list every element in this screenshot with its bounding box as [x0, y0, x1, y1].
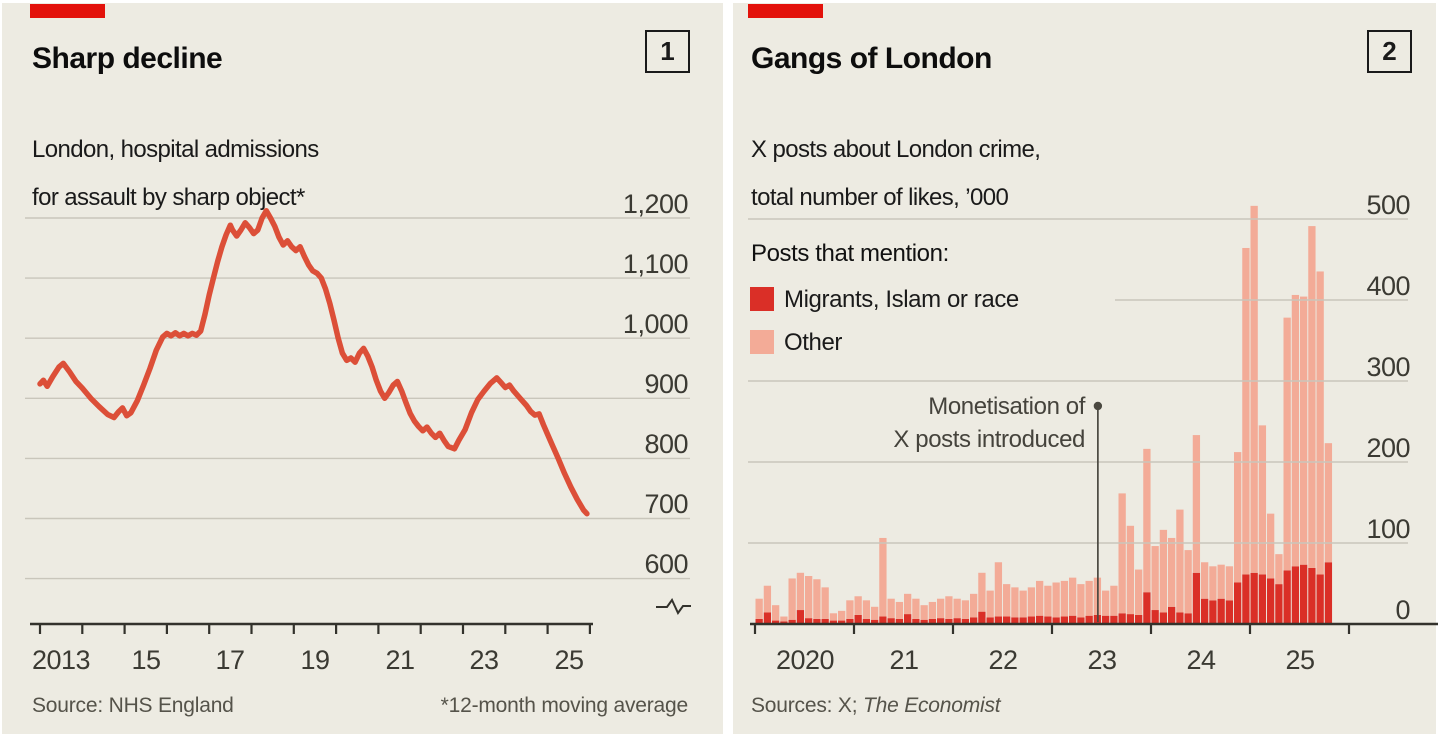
annotation-line1: Monetisation of	[928, 393, 1085, 420]
x-axis-label: 2020	[775, 645, 835, 675]
x-axis-label: 15	[131, 645, 161, 675]
annotation-line2: X posts introduced	[893, 426, 1085, 453]
x-axis-label: 24	[1186, 645, 1216, 675]
y-axis-label: 700	[644, 489, 688, 519]
footnote-left: *12-month moving average	[440, 694, 689, 717]
figure-number-box-1: 1	[645, 30, 690, 73]
legend-label: Migrants, Islam or race	[784, 286, 1019, 313]
legend-swatch-pink	[750, 330, 774, 354]
y-axis-label: 200	[1366, 433, 1410, 463]
legend-item-other: Other	[750, 330, 842, 356]
x-axis-label: 25	[554, 645, 584, 675]
chart-subtitle-right-line2: total number of likes, ’000	[751, 184, 1009, 211]
chart-subtitle-right-line1: X posts about London crime,	[751, 136, 1041, 163]
legend-swatch-red	[750, 287, 774, 311]
economist-red-tab-left	[30, 4, 105, 18]
y-axis-label: 500	[1366, 190, 1410, 220]
y-axis-label: 800	[644, 429, 688, 459]
y-axis-label: 600	[644, 549, 688, 579]
source-note-right: Sources: X; The Economist	[751, 694, 1001, 718]
y-axis-label: 0	[1395, 595, 1410, 625]
source-note-left: Source: NHS England	[32, 694, 234, 717]
x-axis-label: 19	[300, 645, 330, 675]
economist-red-tab-right	[748, 4, 823, 18]
y-axis-label: 900	[644, 369, 688, 399]
x-axis-label: 23	[469, 645, 499, 675]
chart-subtitle-left-line2: for assault by sharp object*	[32, 184, 305, 211]
y-axis-label: 100	[1366, 514, 1410, 544]
figure-number-box-2: 2	[1367, 30, 1412, 73]
x-axis-label: 25	[1285, 645, 1315, 675]
page-title-right: Gangs of London	[751, 42, 992, 75]
left-panel-background	[2, 3, 723, 734]
annotation-monetisation: Monetisation of X posts introduced	[843, 390, 1085, 456]
y-axis-label: 400	[1366, 271, 1410, 301]
chart-subtitle-left-line1: London, hospital admissions	[32, 136, 319, 163]
x-axis-label: 22	[988, 645, 1018, 675]
y-axis-label: 1,100	[622, 249, 689, 279]
legend-label: Other	[784, 329, 843, 356]
x-axis-label: 2013	[31, 645, 91, 675]
legend-item-migrants: Migrants, Islam or race	[750, 287, 1019, 313]
page-title-left: Sharp decline	[32, 42, 223, 75]
x-axis-label: 21	[385, 645, 415, 675]
y-axis-label: 300	[1366, 352, 1410, 382]
y-axis-label: 1,200	[622, 189, 689, 219]
x-axis-label: 21	[889, 645, 919, 675]
x-axis-label: 23	[1087, 645, 1117, 675]
x-axis-label: 17	[215, 645, 245, 675]
source-prefix: Sources: X;	[751, 694, 863, 717]
y-axis-label: 1,000	[622, 309, 689, 339]
source-publication: The Economist	[862, 694, 1001, 717]
legend-title: Posts that mention:	[751, 240, 949, 267]
